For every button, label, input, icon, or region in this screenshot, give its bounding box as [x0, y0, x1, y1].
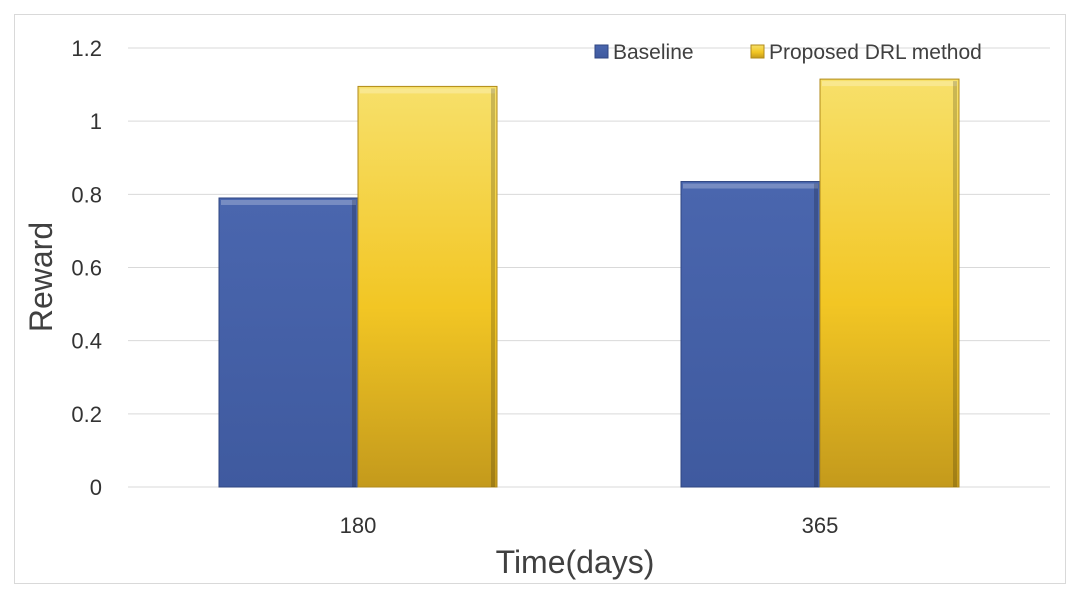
bar-bevel-right	[814, 183, 818, 487]
bar-bevel-right	[491, 88, 495, 487]
legend-swatch	[750, 44, 765, 59]
bar-baseline-365	[680, 181, 821, 488]
x-axis-title: Time(days)	[496, 544, 655, 580]
bar-proposed-drl-method-180	[357, 85, 498, 488]
y-tick-label: 0	[90, 475, 102, 500]
bar-body	[680, 181, 821, 488]
y-tick-label: 0.6	[71, 256, 102, 281]
bar-proposed-drl-method-365	[819, 78, 960, 488]
bar-bevel-top	[683, 183, 818, 189]
legend-item-proposed-drl-method: Proposed DRL method	[750, 41, 982, 64]
y-tick-label: 1.2	[71, 36, 102, 61]
bar-baseline-180	[218, 197, 359, 488]
legend-swatch	[594, 44, 609, 59]
bar-bevel-top	[360, 88, 495, 94]
bar-body	[819, 78, 960, 488]
bar-bevel-top	[221, 199, 356, 205]
legend-label: Baseline	[613, 41, 694, 64]
y-tick-label: 1	[90, 109, 102, 134]
bar-bevel-top	[822, 81, 957, 87]
y-tick-label: 0.4	[71, 329, 102, 354]
y-tick-label: 0.2	[71, 402, 102, 427]
bars	[218, 78, 960, 488]
legend-label: Proposed DRL method	[769, 41, 982, 64]
bar-bevel-right	[953, 81, 957, 488]
bar-body	[218, 197, 359, 488]
x-axis-ticks: 180 365	[340, 513, 839, 538]
bar-bevel-right	[352, 199, 356, 487]
y-tick-label: 0.8	[71, 182, 102, 207]
x-tick-label: 365	[802, 513, 839, 538]
legend-item-baseline: Baseline	[594, 41, 694, 64]
bar-body	[357, 85, 498, 488]
y-axis-title: Reward	[23, 222, 59, 332]
y-axis-ticks: 0 0.2 0.4 0.6 0.8 1 1.2	[71, 36, 102, 500]
legend: Baseline Proposed DRL method	[594, 41, 982, 64]
x-tick-label: 180	[340, 513, 377, 538]
